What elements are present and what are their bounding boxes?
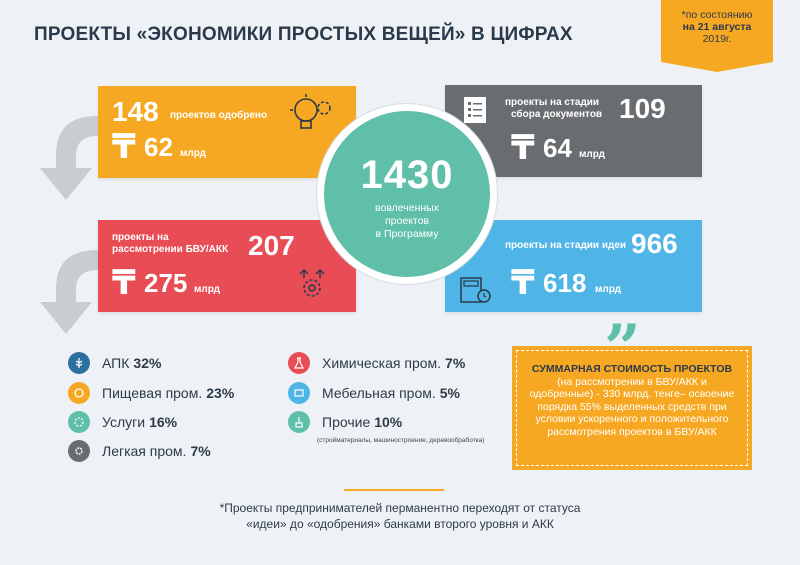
idea-amount: 618 bbox=[543, 268, 587, 298]
idea-gears-icon bbox=[290, 94, 331, 129]
furniture-icon bbox=[288, 382, 310, 404]
review-stage-card: проекты на рассмотрении БВУ/АКК 207 ₸ 27… bbox=[98, 220, 356, 312]
light-industry-icon bbox=[68, 440, 90, 462]
summary-line-2: одобренные) - 330 млрд. тенге– освоение bbox=[529, 388, 735, 400]
total-projects-label: вовлеченных проектов в Программу bbox=[375, 202, 439, 240]
flow-arrow-bottom-icon bbox=[40, 250, 98, 334]
review-count: 207 bbox=[248, 230, 295, 261]
approved-count-label: проектов одобрено bbox=[170, 110, 268, 121]
date-line-3: 2019г. bbox=[702, 33, 732, 45]
documents-label-2: сбора документов bbox=[511, 109, 603, 120]
chemical-icon bbox=[288, 352, 310, 374]
approved-count: 148 bbox=[112, 96, 159, 127]
documents-amount: 64 bbox=[543, 133, 572, 163]
document-list-icon bbox=[464, 97, 486, 123]
summary-box: СУММАРНАЯ СТОИМОСТЬ ПРОЕКТОВ (на рассмот… bbox=[512, 346, 752, 470]
approved-projects-card: 148 проектов одобрено ₸ 62 млрд bbox=[98, 86, 356, 178]
legend-item-chemical: Химическая пром. 7% bbox=[288, 352, 465, 374]
legend-other-note: (стройматериалы, машиностроение, деревоо… bbox=[317, 437, 485, 444]
date-badge: *по состоянию на 21 августа 2019г. bbox=[661, 0, 773, 72]
idea-label: проекты на стадии идеи bbox=[505, 240, 627, 251]
tenge-icon: ₸ bbox=[112, 264, 136, 302]
documents-stage-card: проекты на стадии сбора документов 109 ₸… bbox=[445, 85, 702, 177]
approved-unit: млрд bbox=[180, 148, 206, 159]
documents-label-1: проекты на стадии bbox=[505, 97, 600, 108]
review-unit: млрд bbox=[194, 284, 220, 295]
legend-item-light-industry: Легкая пром. 7% bbox=[68, 440, 211, 462]
page-title: ПРОЕКТЫ «ЭКОНОМИКИ ПРОСТЫХ ВЕЩЕЙ» В ЦИФР… bbox=[34, 24, 573, 45]
footnote-divider bbox=[344, 489, 444, 491]
legend-item-food: Пищевая пром. 23% bbox=[68, 382, 234, 404]
total-projects-number: 1430 bbox=[360, 153, 454, 197]
flow-arrow-top-icon bbox=[40, 116, 98, 200]
legend-item-other: Прочие 10% bbox=[288, 411, 402, 433]
documents-count: 109 bbox=[619, 93, 666, 124]
date-line-1: *по состоянию bbox=[681, 9, 753, 21]
review-label-1: проекты на bbox=[112, 232, 169, 243]
services-icon bbox=[68, 411, 90, 433]
calculator-clock-icon bbox=[460, 277, 491, 303]
summary-line-4: условии ускоренного и положительного bbox=[535, 413, 729, 425]
total-projects-circle: 1430 вовлеченных проектов в Программу bbox=[317, 104, 497, 284]
idea-unit: млрд bbox=[595, 284, 621, 295]
date-line-2: на 21 августа bbox=[682, 21, 752, 33]
legend-item-furniture: Мебельная пром. 5% bbox=[288, 382, 460, 404]
tenge-icon: ₸ bbox=[112, 128, 136, 166]
summary-line-3: порядка 55% выделенных средств при bbox=[537, 400, 727, 413]
review-amount: 275 bbox=[144, 268, 188, 298]
idea-stage-card: проекты на стадии идеи 966 ₸ 618 млрд bbox=[445, 220, 702, 312]
idea-count: 966 bbox=[631, 228, 678, 259]
other-icon bbox=[288, 411, 310, 433]
summary-line-1: (на рассмотрении в БВУ/АКК и bbox=[557, 375, 707, 388]
documents-unit: млрд bbox=[579, 149, 605, 160]
tenge-icon: ₸ bbox=[511, 264, 535, 302]
summary-line-5: рассмотрения проектов в БВУ/АКК bbox=[547, 425, 717, 438]
tenge-icon: ₸ bbox=[511, 129, 535, 167]
approved-amount: 62 bbox=[144, 132, 173, 162]
legend-item-apk: АПК 32% bbox=[68, 352, 161, 374]
legend-item-services: Услуги 16% bbox=[68, 411, 177, 433]
agro-icon bbox=[68, 352, 90, 374]
review-label-2: рассмотрении БВУ/АКК bbox=[112, 244, 229, 255]
footnote: *Проекты предпринимателей перманентно пе… bbox=[219, 501, 581, 531]
summary-heading: СУММАРНАЯ СТОИМОСТЬ ПРОЕКТОВ bbox=[531, 363, 733, 375]
review-gears-icon bbox=[299, 268, 325, 297]
food-icon bbox=[68, 382, 90, 404]
